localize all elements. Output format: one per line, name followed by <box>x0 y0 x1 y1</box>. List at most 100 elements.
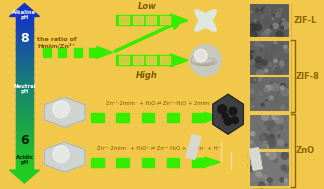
Bar <box>16 44 33 45</box>
Circle shape <box>261 135 265 139</box>
Bar <box>16 76 33 77</box>
Circle shape <box>265 181 267 183</box>
Circle shape <box>275 167 279 170</box>
Bar <box>167 158 179 167</box>
Bar <box>16 22 33 23</box>
Bar <box>192 113 204 122</box>
Bar <box>16 62 33 64</box>
Circle shape <box>262 7 268 13</box>
Circle shape <box>269 152 276 160</box>
Bar <box>16 100 33 101</box>
Polygon shape <box>195 9 210 25</box>
Bar <box>16 150 33 152</box>
Bar <box>16 86 33 88</box>
Bar <box>16 41 33 43</box>
Bar <box>16 101 33 102</box>
Bar <box>116 158 129 167</box>
Bar <box>16 70 33 71</box>
Circle shape <box>269 96 273 100</box>
Bar <box>16 111 33 112</box>
Bar <box>16 23 33 25</box>
Bar <box>16 96 33 97</box>
Circle shape <box>284 45 287 49</box>
Bar <box>16 121 33 122</box>
Circle shape <box>267 19 271 23</box>
Text: Low: Low <box>137 2 156 12</box>
Bar <box>16 93 33 95</box>
Bar <box>16 66 33 67</box>
Bar <box>16 87 33 89</box>
Circle shape <box>274 59 277 63</box>
Polygon shape <box>202 16 216 32</box>
Circle shape <box>250 75 257 83</box>
Bar <box>16 139 33 140</box>
Circle shape <box>249 51 254 56</box>
Circle shape <box>53 146 69 163</box>
Bar <box>16 98 33 100</box>
Circle shape <box>283 153 285 156</box>
Bar <box>16 116 33 117</box>
Circle shape <box>250 60 254 64</box>
Bar <box>16 130 33 131</box>
Bar <box>16 149 33 151</box>
Bar <box>16 37 33 38</box>
Circle shape <box>261 32 268 38</box>
Circle shape <box>281 165 286 170</box>
Bar <box>16 141 33 142</box>
Bar <box>16 164 33 166</box>
Circle shape <box>272 115 277 120</box>
Bar <box>16 46 33 47</box>
Circle shape <box>273 124 280 131</box>
Bar <box>16 107 33 108</box>
Circle shape <box>274 67 281 75</box>
Bar <box>16 153 33 154</box>
Bar <box>16 143 33 145</box>
Bar <box>16 117 33 118</box>
Bar <box>16 152 33 153</box>
Circle shape <box>278 135 280 137</box>
Circle shape <box>261 15 264 18</box>
Text: 6: 6 <box>20 134 29 147</box>
Circle shape <box>190 44 221 76</box>
Circle shape <box>270 134 274 138</box>
Bar <box>16 60 33 61</box>
Bar <box>16 143 33 144</box>
Bar <box>16 161 33 162</box>
Circle shape <box>260 135 266 141</box>
Circle shape <box>255 41 260 46</box>
Circle shape <box>268 127 271 130</box>
Circle shape <box>268 54 271 57</box>
Bar <box>16 122 33 123</box>
Bar <box>16 83 33 84</box>
Bar <box>16 168 33 170</box>
Bar <box>16 90 33 91</box>
Circle shape <box>254 79 256 81</box>
Circle shape <box>282 22 289 29</box>
Bar <box>249 2 290 38</box>
Text: Zn²⁺·2mim⁻ + H₂O ⇌ Zn²⁺·H₂O + 2mim⁻: Zn²⁺·2mim⁻ + H₂O ⇌ Zn²⁺·H₂O + 2mim⁻ <box>106 101 212 106</box>
Bar <box>16 26 33 27</box>
Circle shape <box>257 70 264 78</box>
Bar <box>16 75 33 77</box>
Bar <box>120 16 129 24</box>
Bar <box>16 124 33 125</box>
Circle shape <box>275 116 282 123</box>
Bar <box>16 162 33 164</box>
Bar <box>16 65 33 66</box>
Circle shape <box>273 84 275 85</box>
Circle shape <box>265 121 268 125</box>
Circle shape <box>280 67 282 69</box>
Circle shape <box>256 57 261 63</box>
Circle shape <box>274 68 279 73</box>
Bar <box>16 82 33 83</box>
Circle shape <box>278 11 280 13</box>
Circle shape <box>261 9 262 10</box>
Circle shape <box>276 82 278 84</box>
Bar <box>16 157 33 159</box>
Circle shape <box>280 21 286 27</box>
Bar <box>89 48 97 57</box>
Circle shape <box>268 85 273 90</box>
Bar <box>16 20 33 21</box>
Bar <box>249 151 290 187</box>
Circle shape <box>263 175 266 179</box>
